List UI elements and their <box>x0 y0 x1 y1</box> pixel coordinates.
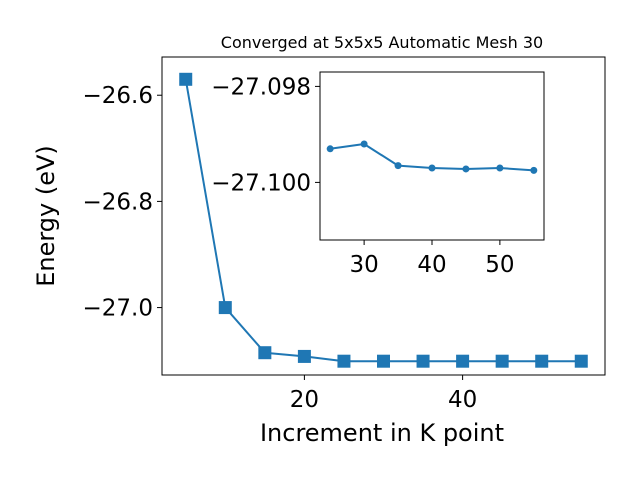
main-x-tick-label: 40 <box>448 387 477 413</box>
main-data-point <box>416 354 430 368</box>
main-data-point <box>535 354 549 368</box>
main-plot-area <box>179 72 588 368</box>
inset-data-point <box>394 162 402 170</box>
main-y-tick-label: −26.6 <box>83 83 153 109</box>
main-data-point <box>297 349 311 363</box>
main-y-axis: −26.6 −26.8 −27.0 <box>83 83 162 322</box>
main-data-point <box>377 354 390 368</box>
inset-y-tick-label: −27.098 <box>211 74 311 100</box>
main-data-point <box>179 72 193 86</box>
main-data-point <box>495 354 509 368</box>
inset-y-axis: −27.100 −27.098 <box>211 74 320 196</box>
main-data-point <box>218 301 232 315</box>
main-y-tick-label: −26.8 <box>83 189 153 215</box>
main-data-point <box>456 354 470 368</box>
inset-x-tick-label: 50 <box>485 252 514 278</box>
main-x-axis: 20 40 <box>290 375 477 413</box>
main-x-tick-label: 20 <box>290 387 319 413</box>
inset-data-point <box>428 164 436 172</box>
main-y-tick-label: −27.0 <box>83 296 153 322</box>
inset-background <box>320 72 544 240</box>
inset-x-tick-label: 40 <box>417 252 446 278</box>
inset-plot-area <box>326 140 538 174</box>
inset-data-point <box>360 140 368 148</box>
inset-data-point <box>326 145 334 153</box>
inset-data-point <box>530 166 538 174</box>
inset-x-tick-label: 30 <box>349 252 378 278</box>
inset-data-point <box>496 164 504 172</box>
inset-y-tick-label: −27.100 <box>211 170 311 196</box>
main-y-axis-label: Energy (eV) <box>32 145 60 287</box>
main-chart-title: Converged at 5x5x5 Automatic Mesh 30 <box>221 33 543 52</box>
main-x-axis-label: Increment in K point <box>260 419 504 447</box>
main-data-point <box>337 354 351 368</box>
main-data-point <box>258 346 272 360</box>
main-plot-frame <box>161 56 606 376</box>
inset-chart: 30 40 50 −27.100 −27.098 <box>211 71 545 278</box>
inset-x-axis: 30 40 50 <box>349 240 515 278</box>
inset-data-point <box>462 165 470 173</box>
main-chart: Converged at 5x5x5 Automatic Mesh 30 20 4… <box>32 33 606 447</box>
main-data-point <box>574 354 588 368</box>
